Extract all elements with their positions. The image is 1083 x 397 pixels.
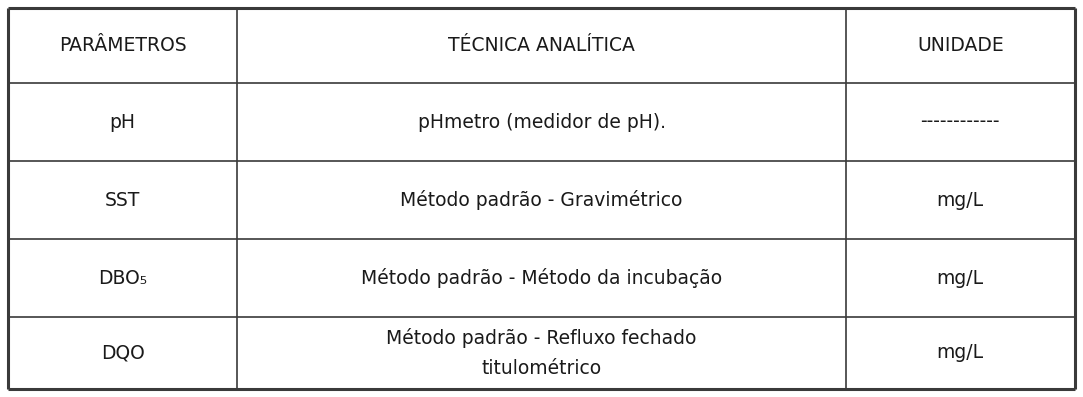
Text: pH: pH [109,112,135,131]
Text: PARÂMETROS: PARÂMETROS [58,36,186,55]
Text: Método padrão - Método da incubação: Método padrão - Método da incubação [361,268,722,288]
Text: TÉCNICA ANALÍTICA: TÉCNICA ANALÍTICA [448,36,635,55]
Text: ------------: ------------ [921,112,1000,131]
Text: SST: SST [105,191,141,210]
Text: DBO₅: DBO₅ [99,268,147,287]
Text: UNIDADE: UNIDADE [917,36,1004,55]
Text: Método padrão - Gravimétrico: Método padrão - Gravimétrico [401,190,682,210]
Text: mg/L: mg/L [937,268,983,287]
Text: mg/L: mg/L [937,343,983,362]
Text: Método padrão - Refluxo fechado
titulométrico: Método padrão - Refluxo fechado titulomé… [387,328,696,378]
Text: mg/L: mg/L [937,191,983,210]
Text: DQO: DQO [101,343,144,362]
Text: pHmetro (medidor de pH).: pHmetro (medidor de pH). [418,112,665,131]
